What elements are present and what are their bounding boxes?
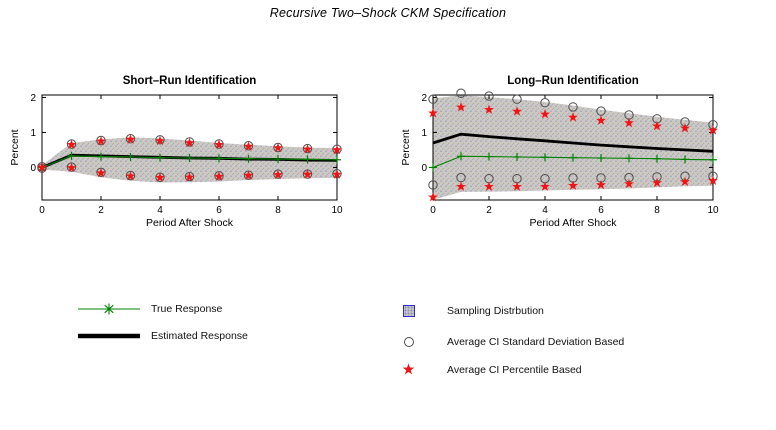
legend-label-estimated-response: Estimated Response: [151, 329, 248, 342]
ci-percentile-marker: [484, 104, 494, 114]
ci-sd-marker: [428, 94, 438, 104]
ci-percentile-marker: [540, 181, 550, 191]
ci-percentile-marker: [680, 176, 690, 186]
ci-sd-marker: [512, 94, 522, 104]
svg-text:6: 6: [216, 205, 222, 216]
svg-text:1: 1: [421, 128, 427, 139]
ci-percentile-marker: [624, 178, 634, 189]
y-axis-label: Percent: [400, 129, 412, 165]
svg-text:0: 0: [430, 205, 436, 216]
estimated-response-line: [432, 132, 714, 153]
svg-text:2: 2: [30, 93, 36, 104]
ci-percentile-marker: [243, 170, 254, 180]
ci-percentile-marker: [302, 144, 313, 154]
legend-item-true-response: True Response: [76, 300, 222, 317]
ci-percentile-marker: [596, 179, 606, 190]
ci-sd-marker: [568, 102, 578, 112]
x-axis-label: Period After Shock: [530, 217, 618, 229]
svg-text:8: 8: [275, 205, 281, 216]
svg-text:2: 2: [98, 205, 104, 216]
svg-text:0: 0: [421, 163, 427, 174]
ci-sd-marker: [456, 88, 466, 98]
figure-title: Recursive Two–Shock CKM Specification: [269, 6, 507, 20]
svg-text:0: 0: [30, 163, 36, 174]
ci-percentile-marker: [568, 180, 578, 190]
svg-text:8: 8: [654, 205, 660, 216]
ci-percentile-marker: [66, 162, 77, 172]
thick-line-icon: [78, 333, 140, 338]
svg-text:10: 10: [707, 205, 719, 216]
ci-percentile-marker: [680, 123, 690, 133]
ci-percentile-marker: [624, 117, 634, 128]
ci-percentile-marker: [273, 169, 283, 179]
x-axis-label: Period After Shock: [146, 217, 234, 229]
ci-percentile-marker: [652, 177, 662, 188]
ci-percentile-marker: [652, 121, 662, 131]
ci-sd-marker: [484, 91, 494, 101]
svg-text:1: 1: [30, 128, 36, 139]
svg-text:10: 10: [331, 205, 343, 216]
legend-item-sampling-distribution: Sampling Distrbution: [402, 302, 544, 319]
legend-item-estimated-response: Estimated Response: [76, 327, 248, 344]
ci-percentile-marker: [512, 106, 522, 116]
legend-item-ci-sd: Average CI Standard Deviation Based: [402, 333, 624, 350]
chart-title: Short–Run Identification: [123, 75, 257, 87]
ci-sd-marker: [184, 137, 195, 147]
open-circle-icon: [402, 335, 415, 348]
ci-percentile-marker: [66, 139, 77, 149]
ci-percentile-marker: [302, 169, 313, 179]
ci-percentile-marker: [37, 162, 47, 172]
shaded-square-icon: [402, 304, 415, 317]
ci-percentile-marker: [484, 181, 494, 191]
y-axis-label: Percent: [9, 129, 21, 165]
legend-label-sampling-distribution: Sampling Distrbution: [447, 304, 544, 317]
ci-percentile-marker: [155, 135, 165, 146]
ci-percentile-marker: [428, 192, 438, 202]
ci-sd-marker: [540, 98, 550, 108]
svg-text:0: 0: [39, 205, 45, 216]
legend-item-ci-percentile: Average CI Percentile Based: [402, 361, 582, 378]
svg-text:6: 6: [598, 205, 604, 216]
ci-percentile-marker: [596, 115, 606, 125]
ci-percentile-marker: [184, 172, 195, 182]
ci-percentile-marker: [708, 125, 718, 135]
ci-sd-marker: [428, 180, 438, 190]
legend-label-true-response: True Response: [151, 302, 223, 315]
chart-title: Long–Run Identification: [507, 75, 639, 87]
ci-percentile-marker: [125, 134, 136, 144]
red-star-icon: [402, 363, 415, 376]
ci-percentile-marker: [96, 167, 106, 178]
ci-percentile-marker: [184, 137, 195, 148]
svg-text:2: 2: [486, 205, 492, 216]
ci-percentile-marker: [214, 171, 224, 181]
svg-text:4: 4: [157, 205, 163, 216]
asterisk-line-icon: [78, 303, 140, 314]
ci-percentile-marker: [214, 139, 224, 149]
ci-percentile-marker: [568, 112, 578, 122]
ci-percentile-marker: [332, 144, 342, 155]
ci-percentile-marker: [243, 141, 254, 151]
ci-percentile-marker: [708, 175, 718, 185]
legend-label-ci-sd: Average CI Standard Deviation Based: [447, 335, 625, 348]
ci-percentile-marker: [96, 136, 106, 146]
short-run-identification-chart: 0 2 4 6 8 10 0 1 2 Short–Run Identification Period…: [9, 75, 343, 229]
ci-sd-marker: [596, 106, 606, 116]
long-run-identification-chart: 0 2 4 6 8 10 0 1 2 Long–Run Identification Period …: [400, 75, 719, 229]
ci-percentile-marker: [540, 109, 550, 119]
sampling-distribution-band: [433, 95, 713, 200]
ci-percentile-marker: [428, 108, 438, 118]
ci-percentile-marker: [456, 181, 466, 191]
svg-text:4: 4: [542, 205, 548, 216]
ci-percentile-marker: [456, 102, 466, 112]
ci-percentile-marker: [125, 171, 136, 181]
ci-percentile-marker: [512, 181, 522, 191]
ci-percentile-marker: [332, 169, 342, 179]
legend-label-ci-percentile: Average CI Percentile Based: [447, 363, 582, 376]
ci-percentile-marker: [155, 172, 165, 182]
ci-percentile-marker: [273, 142, 283, 153]
svg-text:2: 2: [421, 93, 427, 104]
